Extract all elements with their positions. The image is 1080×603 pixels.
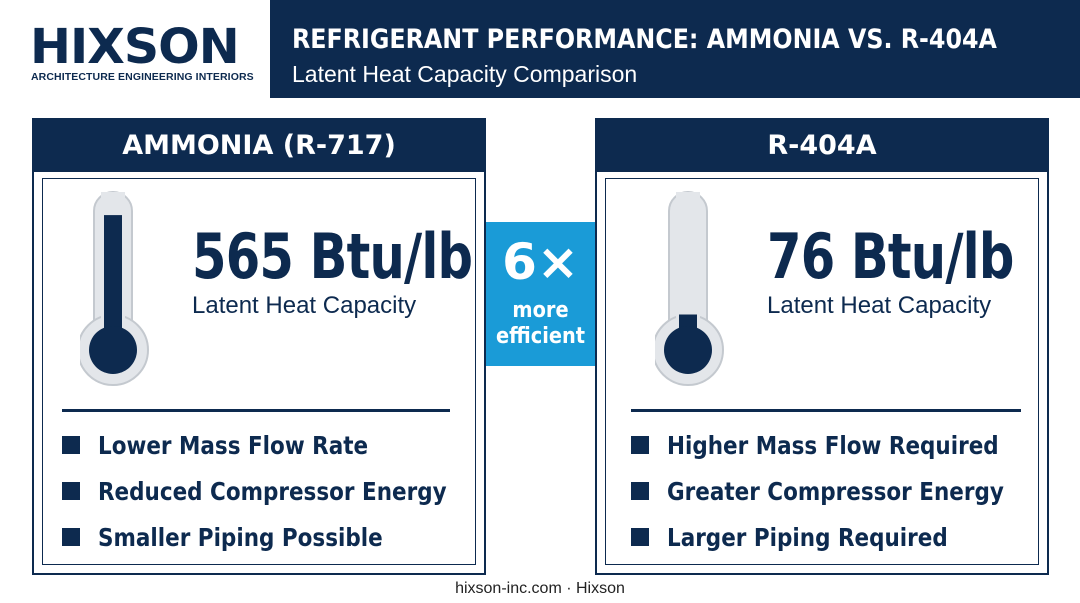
bullet-text: Higher Mass Flow Required: [667, 431, 999, 460]
footer-credit: hixson-inc.com · Hixson: [455, 580, 625, 597]
logo-tagline: ARCHITECTURE ENGINEERING INTERIORS: [31, 71, 254, 83]
header-banner: REFRIGERANT PERFORMANCE: AMMONIA VS. R-4…: [270, 0, 1080, 98]
page-title: REFRIGERANT PERFORMANCE: AMMONIA VS. R-4…: [292, 24, 997, 55]
bullet-text: Larger Piping Required: [667, 523, 948, 552]
bullet-text: Lower Mass Flow Rate: [98, 431, 369, 460]
r404a-bullet-list: Higher Mass Flow Required Greater Compre…: [631, 427, 1059, 565]
ammonia-bullet-list: Lower Mass Flow Rate Reduced Compressor …: [62, 427, 503, 565]
thermometer-icon: [80, 191, 149, 386]
ammonia-value-label: Latent Heat Capacity: [192, 292, 417, 319]
square-bullet-icon: [62, 436, 80, 454]
r404a-panel-title: R-404A: [597, 120, 1047, 172]
bullet-text: Greater Compressor Energy: [667, 477, 1004, 506]
square-bullet-icon: [62, 528, 80, 546]
thermometer-icon: [655, 191, 724, 386]
ammonia-panel-body: [42, 178, 476, 565]
divider: [631, 409, 1021, 412]
logo-wordmark: HIXSON: [30, 19, 240, 75]
list-item: Greater Compressor Energy: [631, 473, 1059, 519]
r404a-panel-body: [605, 178, 1039, 565]
logo: HIXSON ARCHITECTURE ENGINEERING INTERIOR…: [0, 0, 270, 98]
square-bullet-icon: [631, 482, 649, 500]
page-subtitle: Latent Heat Capacity Comparison: [292, 61, 638, 87]
thermometer-level: [104, 215, 122, 350]
ammonia-panel: AMMONIA (R-717) 565 Btu/lb Latent Heat C…: [32, 118, 486, 575]
efficiency-multiplier: 6×: [502, 233, 579, 291]
list-item: Higher Mass Flow Required: [631, 427, 1059, 473]
list-item: Lower Mass Flow Rate: [62, 427, 503, 473]
square-bullet-icon: [631, 528, 649, 546]
list-item: Larger Piping Required: [631, 519, 1059, 565]
square-bullet-icon: [631, 436, 649, 454]
efficiency-badge: 6× more efficient: [486, 222, 595, 366]
square-bullet-icon: [62, 482, 80, 500]
divider: [62, 409, 450, 412]
bullet-text: Reduced Compressor Energy: [98, 477, 447, 506]
ammonia-panel-title: AMMONIA (R-717): [34, 120, 484, 172]
thermometer-bulb: [664, 326, 712, 374]
r404a-value-label: Latent Heat Capacity: [767, 292, 992, 319]
efficiency-caption: more efficient: [493, 298, 589, 350]
list-item: Reduced Compressor Energy: [62, 473, 503, 519]
r404a-panel: R-404A 76 Btu/lb Latent Heat Capacity Hi…: [595, 118, 1049, 575]
r404a-value: 76 Btu/lb: [767, 220, 1014, 293]
efficiency-caption-line1: more: [512, 298, 569, 323]
thermometer-bulb: [89, 326, 137, 374]
bullet-text: Smaller Piping Possible: [98, 523, 383, 552]
list-item: Smaller Piping Possible: [62, 519, 503, 565]
efficiency-caption-line2: efficient: [495, 324, 585, 349]
ammonia-value: 565 Btu/lb: [192, 220, 473, 293]
